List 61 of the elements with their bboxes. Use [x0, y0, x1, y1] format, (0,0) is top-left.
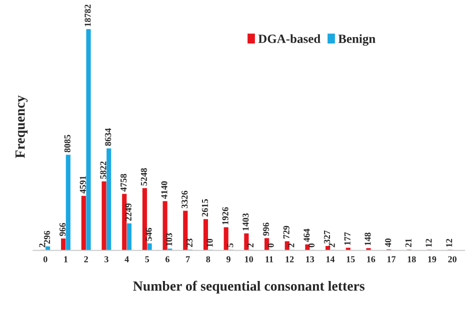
data-label: 1403 — [242, 213, 249, 230]
data-label: 5248 — [140, 168, 147, 186]
x-tick-label: 0 — [43, 256, 48, 262]
data-label: 546 — [146, 228, 152, 241]
x-tick-label: 9 — [226, 256, 230, 262]
data-label: 2 — [247, 243, 254, 248]
x-tick-label: 6 — [166, 256, 170, 262]
x-tick-label: 4 — [124, 256, 129, 262]
data-label: 4140 — [161, 181, 168, 199]
data-label: 0 — [268, 243, 274, 248]
x-tick-label: 10 — [245, 256, 254, 262]
y-axis-title: Frequency — [16, 95, 28, 158]
x-tick-label: 16 — [367, 256, 376, 262]
x-tick-label: 19 — [428, 256, 436, 262]
data-label: 2249 — [125, 203, 132, 221]
data-label: 103 — [166, 233, 172, 246]
data-label: 18782 — [84, 4, 91, 26]
data-label: 5 — [227, 243, 234, 248]
x-tick-label: 3 — [104, 256, 108, 262]
data-label: 10 — [206, 238, 213, 247]
x-axis-title: Number of sequential consonant letters — [133, 280, 365, 294]
x-tick-label: 15 — [346, 256, 355, 262]
data-label: 3326 — [182, 190, 188, 208]
data-label: 327 — [324, 230, 330, 244]
x-tick-label: 20 — [448, 256, 456, 262]
x-tick-label: 18 — [408, 256, 416, 262]
legend-label: Benign — [338, 34, 376, 46]
x-tick-label: 7 — [186, 256, 190, 262]
data-label: 296 — [44, 230, 50, 244]
data-label: 12 — [426, 238, 432, 247]
legend-label: DGA-based — [258, 34, 320, 44]
data-label: 12 — [446, 238, 452, 247]
x-tick-label: 14 — [326, 256, 335, 262]
data-label: 966 — [60, 222, 66, 236]
data-label: 729 — [283, 226, 290, 239]
data-label: 177 — [344, 232, 350, 245]
data-label: 1926 — [222, 207, 228, 224]
data-label: 2615 — [202, 199, 208, 217]
data-label: 996 — [262, 222, 270, 236]
data-label: 148 — [364, 232, 371, 246]
data-label: 2 — [39, 243, 46, 248]
data-label: 4758 — [120, 174, 127, 192]
data-label: 5822 — [100, 162, 106, 179]
x-tick-label: 1 — [64, 256, 68, 262]
x-tick-label: 8 — [206, 256, 210, 262]
x-tick-label: 17 — [387, 256, 396, 262]
x-tick-label: 12 — [286, 256, 294, 262]
data-label: 23 — [186, 238, 192, 247]
data-label: 8085 — [64, 134, 70, 152]
x-tick-label: 5 — [145, 256, 150, 262]
data-label: 4591 — [80, 176, 86, 194]
data-label: 40 — [385, 238, 392, 248]
data-label: 2 — [288, 243, 294, 248]
data-label: 0 — [308, 243, 315, 248]
data-label: 21 — [405, 238, 412, 247]
x-tick-label: 13 — [306, 256, 314, 262]
data-label: 464 — [304, 228, 310, 242]
data-label: 2 — [328, 243, 335, 248]
x-tick-label: 2 — [84, 256, 88, 262]
data-label: 8634 — [105, 128, 112, 146]
x-tick-label: 11 — [266, 256, 273, 262]
